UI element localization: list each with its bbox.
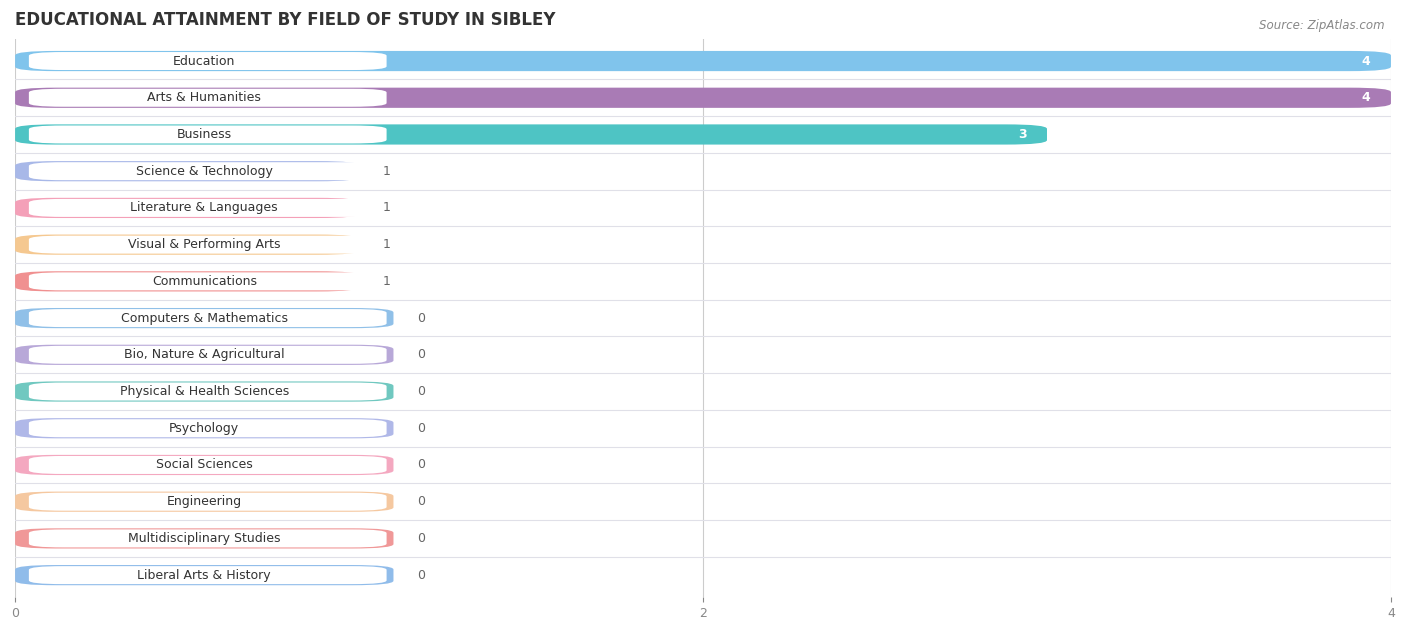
- FancyBboxPatch shape: [15, 381, 394, 401]
- Text: 4: 4: [1361, 91, 1371, 104]
- Text: Social Sciences: Social Sciences: [156, 459, 253, 471]
- Text: 0: 0: [418, 459, 426, 471]
- Text: 3: 3: [1018, 128, 1026, 141]
- FancyBboxPatch shape: [15, 308, 394, 328]
- Text: Bio, Nature & Agricultural: Bio, Nature & Agricultural: [124, 348, 284, 362]
- FancyBboxPatch shape: [15, 492, 394, 512]
- FancyBboxPatch shape: [15, 198, 359, 218]
- FancyBboxPatch shape: [30, 566, 387, 584]
- FancyBboxPatch shape: [30, 273, 387, 290]
- FancyBboxPatch shape: [15, 271, 359, 292]
- FancyBboxPatch shape: [15, 455, 394, 475]
- FancyBboxPatch shape: [15, 345, 394, 365]
- Text: 1: 1: [384, 201, 391, 215]
- FancyBboxPatch shape: [30, 419, 387, 437]
- FancyBboxPatch shape: [30, 309, 387, 327]
- FancyBboxPatch shape: [15, 528, 394, 548]
- FancyBboxPatch shape: [30, 235, 387, 254]
- Text: 0: 0: [418, 348, 426, 362]
- Text: Liberal Arts & History: Liberal Arts & History: [138, 569, 271, 582]
- Text: Psychology: Psychology: [169, 422, 239, 435]
- FancyBboxPatch shape: [30, 199, 387, 217]
- Text: 1: 1: [384, 238, 391, 251]
- FancyBboxPatch shape: [30, 456, 387, 474]
- Text: 1: 1: [384, 165, 391, 178]
- Text: 0: 0: [418, 422, 426, 435]
- Text: Education: Education: [173, 54, 235, 68]
- Text: 4: 4: [1361, 54, 1371, 68]
- Text: 0: 0: [418, 385, 426, 398]
- FancyBboxPatch shape: [30, 89, 387, 107]
- FancyBboxPatch shape: [30, 493, 387, 510]
- Text: Communications: Communications: [152, 275, 257, 288]
- FancyBboxPatch shape: [30, 346, 387, 364]
- Text: Literature & Languages: Literature & Languages: [131, 201, 278, 215]
- Text: 0: 0: [418, 569, 426, 582]
- FancyBboxPatch shape: [15, 418, 394, 439]
- FancyBboxPatch shape: [30, 529, 387, 548]
- Text: Engineering: Engineering: [167, 495, 242, 508]
- FancyBboxPatch shape: [30, 382, 387, 401]
- Text: Physical & Health Sciences: Physical & Health Sciences: [120, 385, 288, 398]
- FancyBboxPatch shape: [15, 161, 359, 181]
- Text: Science & Technology: Science & Technology: [136, 165, 273, 178]
- FancyBboxPatch shape: [15, 235, 359, 255]
- FancyBboxPatch shape: [30, 52, 387, 70]
- Text: Computers & Mathematics: Computers & Mathematics: [121, 312, 288, 324]
- Text: 0: 0: [418, 312, 426, 324]
- Text: 0: 0: [418, 532, 426, 545]
- FancyBboxPatch shape: [30, 126, 387, 143]
- Text: Visual & Performing Arts: Visual & Performing Arts: [128, 238, 281, 251]
- Text: Business: Business: [177, 128, 232, 141]
- Text: EDUCATIONAL ATTAINMENT BY FIELD OF STUDY IN SIBLEY: EDUCATIONAL ATTAINMENT BY FIELD OF STUDY…: [15, 11, 555, 29]
- Text: 0: 0: [418, 495, 426, 508]
- Text: Source: ZipAtlas.com: Source: ZipAtlas.com: [1260, 19, 1385, 32]
- Text: Arts & Humanities: Arts & Humanities: [148, 91, 262, 104]
- FancyBboxPatch shape: [30, 162, 387, 180]
- FancyBboxPatch shape: [15, 51, 1391, 71]
- FancyBboxPatch shape: [15, 88, 1391, 108]
- FancyBboxPatch shape: [15, 565, 394, 585]
- Text: Multidisciplinary Studies: Multidisciplinary Studies: [128, 532, 281, 545]
- FancyBboxPatch shape: [15, 124, 1047, 144]
- Text: 1: 1: [384, 275, 391, 288]
